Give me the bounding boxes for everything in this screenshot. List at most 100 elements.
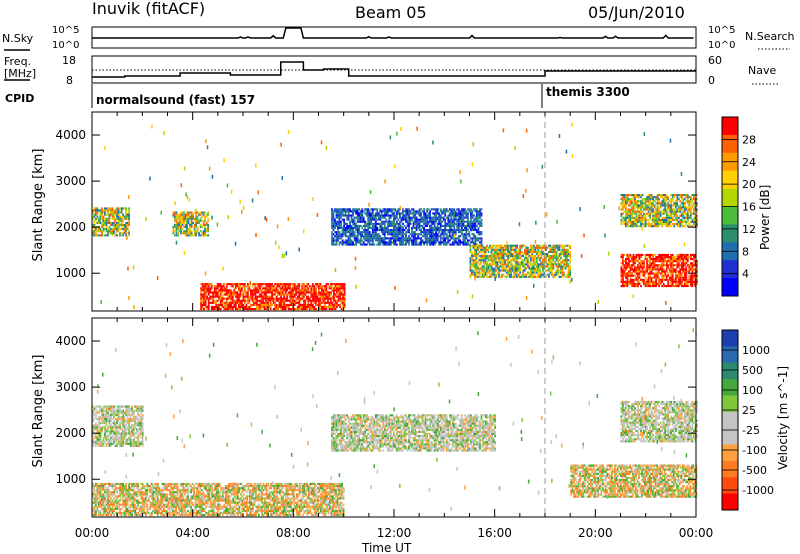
heatmap-cell <box>230 303 233 306</box>
heatmap-cell <box>671 198 674 201</box>
heatmap-cell <box>277 291 279 294</box>
heatmap-cell <box>676 256 679 259</box>
heatmap-cell <box>551 263 553 266</box>
heatmap-cell <box>532 269 535 272</box>
heatmap-cell <box>652 256 654 259</box>
nave-tick-top: 60 <box>708 54 722 67</box>
heatmap-cell <box>496 261 499 264</box>
heatmap-cell <box>368 241 371 244</box>
heatmap-cell <box>561 253 564 256</box>
heatmap-cell <box>436 208 439 211</box>
heatmap-cell <box>652 216 654 219</box>
heatmap-cell <box>433 243 436 246</box>
heatmap-cell <box>450 224 453 227</box>
heatmap-cell <box>451 235 454 238</box>
heatmap-cell <box>193 217 196 220</box>
heatmap-cell <box>632 282 635 285</box>
heatmap-cell <box>664 200 667 203</box>
heatmap-cell <box>260 301 263 304</box>
heatmap-cell <box>628 282 630 285</box>
heatmap-cell <box>523 253 526 256</box>
heatmap-cell <box>388 224 391 227</box>
heatmap-cell <box>694 194 697 197</box>
heatmap-cell <box>352 226 354 229</box>
heatmap-cell <box>632 280 635 283</box>
heatmap-cell <box>331 301 334 304</box>
heatmap-cell <box>483 273 485 276</box>
heatmap-cell <box>670 260 673 263</box>
heatmap-cell <box>340 299 343 302</box>
heatmap-cell <box>460 214 463 217</box>
heatmap-cell <box>628 214 630 217</box>
heatmap-cell <box>445 208 448 211</box>
heatmap-cell <box>634 274 636 277</box>
heatmap-cell <box>340 210 342 213</box>
heatmap-cell <box>691 253 694 256</box>
heatmap-cell <box>508 273 511 276</box>
heatmap-cell <box>319 295 322 298</box>
heatmap-cell <box>696 282 698 285</box>
heatmap-cell <box>256 308 258 311</box>
heatmap-cell <box>563 255 565 258</box>
heatmap-cell <box>359 239 362 242</box>
heatmap-cell <box>677 262 680 265</box>
heatmap-cell <box>683 204 686 207</box>
heatmap-cell <box>355 237 357 240</box>
heatmap-cell <box>632 256 635 259</box>
heatmap-cell <box>92 234 94 237</box>
heatmap-cell <box>690 212 692 215</box>
heatmap-cell <box>659 220 662 223</box>
heatmap-cell <box>668 260 671 263</box>
heatmap-cell <box>641 260 644 263</box>
heatmap-cell <box>549 263 552 266</box>
heatmap-cell <box>650 202 653 205</box>
heatmap-cell <box>620 272 623 275</box>
heatmap-cell <box>312 287 314 290</box>
heatmap-cell <box>665 285 668 288</box>
heatmap-cell <box>424 237 427 240</box>
heatmap-cell <box>219 308 222 311</box>
heatmap-cell <box>391 208 394 211</box>
heatmap-cell <box>367 241 370 244</box>
heatmap-cell <box>693 210 695 213</box>
heatmap-cell <box>668 276 671 279</box>
heatmap-cell <box>254 289 257 292</box>
heatmap-cell <box>175 228 178 231</box>
heatmap-cell <box>299 297 302 300</box>
heatmap-cell <box>418 222 421 225</box>
heatmap-cell <box>412 208 415 211</box>
heatmap-cell <box>532 250 535 253</box>
heatmap-cell <box>638 262 641 265</box>
heatmap-cell <box>293 295 296 298</box>
heatmap-cell <box>340 235 342 238</box>
heatmap-cell <box>383 241 386 244</box>
heatmap-cell <box>664 258 667 261</box>
heatmap-cell <box>490 263 493 266</box>
heatmap-cell <box>658 282 660 285</box>
heatmap-cell <box>433 222 436 225</box>
heatmap-cell <box>673 280 676 283</box>
heatmap-cell <box>396 216 398 219</box>
heatmap-cell <box>676 200 679 203</box>
heatmap-cell <box>475 273 478 276</box>
heatmap-cell <box>402 233 404 236</box>
heatmap-cell <box>635 200 638 203</box>
heatmap-cell <box>680 196 683 199</box>
heatmap-cell <box>432 216 435 219</box>
heatmap-cell <box>649 272 651 275</box>
heatmap-cell <box>358 208 361 211</box>
heatmap-cell <box>310 301 313 304</box>
heatmap-cell <box>343 229 345 232</box>
heatmap-cell <box>380 214 383 217</box>
heatmap-cell <box>451 218 454 221</box>
heatmap-cell <box>411 208 413 211</box>
heatmap-cell <box>379 226 382 229</box>
heatmap-cell <box>96 209 99 212</box>
heatmap-cell <box>251 293 254 296</box>
heatmap-cell <box>551 267 553 270</box>
heatmap-cell <box>473 237 475 240</box>
heatmap-cell <box>203 303 205 306</box>
heatmap-cell <box>334 243 336 246</box>
heatmap-cell <box>277 293 279 296</box>
heatmap-cell <box>501 273 503 276</box>
